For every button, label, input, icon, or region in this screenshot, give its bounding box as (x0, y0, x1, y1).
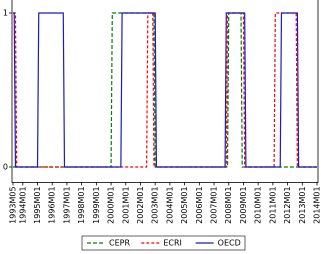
x-tick-label: 1993M05 (9, 186, 18, 223)
x-tick-label: 1997M01 (62, 186, 71, 223)
x-tick-label: 1998M01 (77, 186, 86, 223)
x-tick-label: 2014M01 (313, 186, 321, 223)
series-line (13, 12, 317, 168)
x-tick-label: 2003M01 (151, 186, 160, 223)
legend-box (81, 235, 246, 251)
x-tick-label: 2005M01 (180, 186, 189, 223)
legend-label: OECD (218, 239, 241, 248)
x-tick-label: 2006M01 (195, 186, 204, 223)
x-tick-label: 2012M01 (283, 186, 292, 223)
x-tick-label: 2010M01 (254, 186, 263, 223)
x-tick-label: 2000M01 (107, 186, 116, 223)
x-tick-label: 1995M01 (33, 186, 42, 223)
x-tick-label: 2004M01 (165, 186, 174, 223)
x-tick-label: 2007M01 (210, 186, 219, 223)
y-tick-label: 0 (3, 163, 8, 172)
x-tick-label: 1996M01 (48, 186, 57, 223)
x-tick-label: 2002M01 (136, 186, 145, 223)
x-tick-label: 2008M01 (224, 186, 233, 223)
plot-frame (11, 0, 319, 183)
x-tick-label: 2011M01 (268, 186, 277, 223)
x-tick-label: 1994M01 (18, 186, 27, 223)
x-tick-label: 2009M01 (239, 186, 248, 223)
x-tick-label: 2013M01 (298, 186, 307, 223)
series-line (13, 12, 317, 168)
series-line (13, 12, 317, 168)
x-tick-label: 2001M01 (121, 186, 130, 223)
y-tick-label: 1 (3, 9, 8, 18)
legend-label: CEPR (109, 239, 130, 248)
legend-label: ECRI (163, 239, 182, 248)
x-tick-label: 1999M01 (92, 186, 101, 223)
